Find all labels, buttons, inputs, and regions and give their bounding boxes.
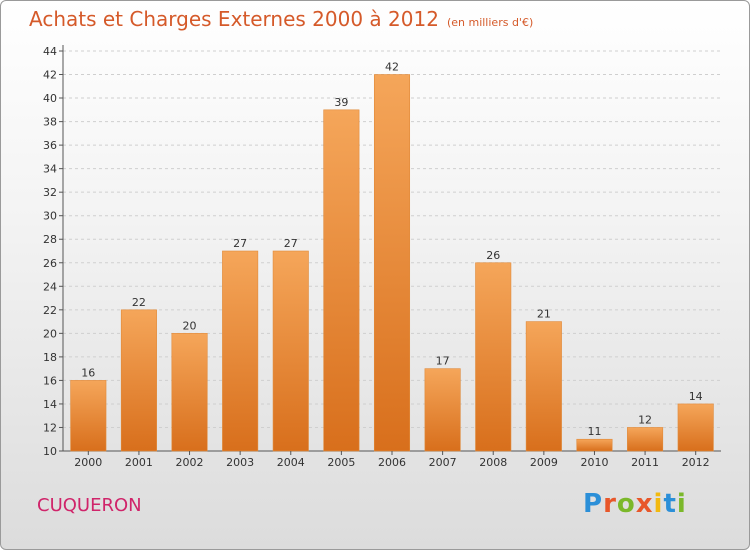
value-labels: 16 22 20 27 27 39 42 17 26 21 11 12 14 — [81, 61, 702, 439]
bar — [424, 368, 461, 452]
x-tick-label: 2011 — [631, 456, 659, 469]
y-tick-label: 12 — [43, 421, 57, 434]
chart-title-block: Achats et Charges Externes 2000 à 2012 (e… — [29, 7, 533, 31]
bar-value-label: 11 — [587, 425, 601, 438]
bar — [373, 74, 411, 452]
x-tick-label: 2007 — [429, 456, 457, 469]
bars — [70, 74, 714, 452]
y-tick-label: 30 — [43, 210, 57, 223]
x-tick-label: 2005 — [327, 456, 355, 469]
x-tick-label: 2004 — [277, 456, 305, 469]
bar-value-label: 42 — [385, 61, 399, 74]
x-tick-label: 2006 — [378, 456, 406, 469]
bar — [272, 250, 309, 452]
bar — [677, 403, 714, 452]
brand-logo-letter: i — [653, 489, 664, 519]
bar-value-label: 39 — [334, 96, 348, 109]
y-tick-label: 14 — [43, 398, 57, 411]
bar — [222, 250, 259, 452]
chart-title: Achats et Charges Externes 2000 à 2012 — [29, 7, 439, 31]
brand-logo-letter: P — [583, 489, 604, 519]
bar — [576, 438, 613, 452]
brand-logo-letter: o — [616, 489, 636, 519]
bar-value-label: 21 — [537, 308, 551, 321]
bar-value-label: 16 — [81, 366, 95, 379]
bar-value-label: 14 — [689, 390, 703, 403]
brand-logo: Proxiti — [583, 489, 687, 519]
y-tick-label: 34 — [43, 163, 57, 176]
x-tick-label: 2001 — [125, 456, 153, 469]
bar — [525, 321, 562, 452]
brand-logo-letter: i — [676, 489, 687, 519]
x-tick-label: 2009 — [530, 456, 558, 469]
brand-logo-letter: r — [603, 489, 617, 519]
y-tick-label: 26 — [43, 257, 57, 270]
y-tick-label: 18 — [43, 351, 57, 364]
x-axis-ticks: 2000 2001 2002 2003 2004 2005 2006 2007 2008 2009… — [74, 451, 710, 469]
bar — [475, 262, 512, 452]
y-tick-label: 28 — [43, 233, 57, 246]
bar — [627, 427, 664, 452]
bar-value-label: 22 — [132, 296, 146, 309]
x-tick-label: 2008 — [479, 456, 507, 469]
brand-logo-letter: t — [663, 489, 677, 519]
bar-value-label: 27 — [284, 237, 298, 250]
location-name: CUQUERON — [37, 495, 142, 516]
y-tick-label: 36 — [43, 139, 57, 152]
bar-value-label: 20 — [183, 319, 197, 332]
y-axis-ticks: 10 12 14 16 18 20 22 24 26 28 30 32 34 36 38 40 42 44 — [43, 45, 63, 458]
y-tick-label: 20 — [43, 327, 57, 340]
brand-logo-letter: x — [635, 489, 654, 519]
y-tick-label: 10 — [43, 445, 57, 458]
y-tick-label: 42 — [43, 69, 57, 82]
bar — [323, 109, 360, 452]
y-tick-label: 40 — [43, 92, 57, 105]
bar-value-label: 17 — [436, 355, 450, 368]
y-tick-label: 16 — [43, 374, 57, 387]
y-tick-label: 24 — [43, 280, 57, 293]
x-tick-label: 2012 — [682, 456, 710, 469]
bar-value-label: 12 — [638, 413, 652, 426]
x-tick-label: 2003 — [226, 456, 254, 469]
y-tick-label: 32 — [43, 186, 57, 199]
bar-value-label: 27 — [233, 237, 247, 250]
bar-value-label: 26 — [486, 249, 500, 262]
bar — [70, 380, 107, 452]
x-tick-label: 2000 — [74, 456, 102, 469]
x-tick-label: 2010 — [580, 456, 608, 469]
chart-unit: (en milliers d'€) — [446, 16, 534, 29]
bar — [171, 333, 208, 452]
bar — [120, 309, 157, 452]
x-tick-label: 2002 — [176, 456, 204, 469]
y-tick-label: 38 — [43, 116, 57, 129]
y-tick-label: 44 — [43, 45, 57, 58]
y-tick-label: 22 — [43, 304, 57, 317]
